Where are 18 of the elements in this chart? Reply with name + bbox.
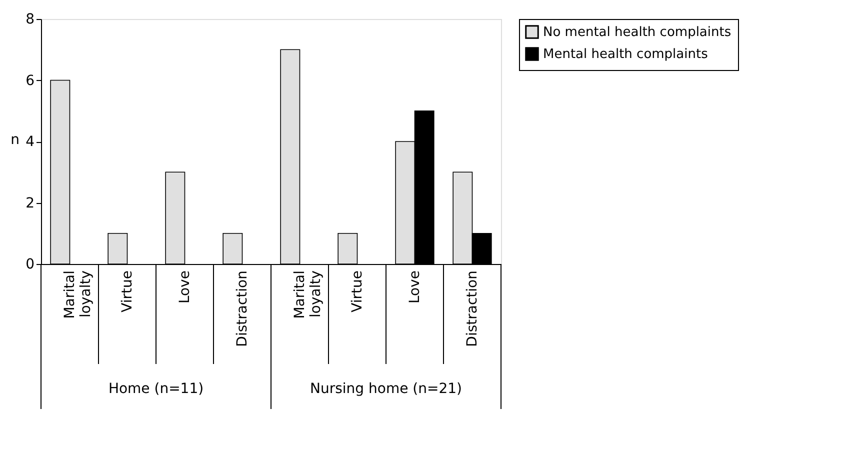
x-tick-label: Love (406, 270, 423, 304)
x-tick-label: Virtue (119, 270, 136, 312)
legend-label: No mental health complaints (543, 25, 732, 40)
x-tick-label: Distraction (234, 270, 250, 347)
x-tick-label: Love (176, 270, 193, 304)
y-tick-label: 4 (26, 134, 35, 150)
x-tick-label: Virtue (349, 270, 366, 312)
legend-label: Mental health complaints (543, 47, 708, 62)
y-tick-label: 6 (26, 72, 35, 89)
y-tick-label: 8 (26, 12, 34, 28)
text: Home (n=11) (108, 381, 204, 397)
y-axis-title: n (10, 132, 20, 148)
y-tick-label: 2 (26, 195, 34, 212)
x-tick-label: Marital loyalty (292, 270, 324, 319)
x-tick-label: Marital loyalty (62, 270, 94, 319)
y-tick-label: 0 (26, 256, 34, 272)
text: Nursing home (n=21) (310, 381, 462, 397)
x-tick-label: Distraction (464, 270, 480, 347)
